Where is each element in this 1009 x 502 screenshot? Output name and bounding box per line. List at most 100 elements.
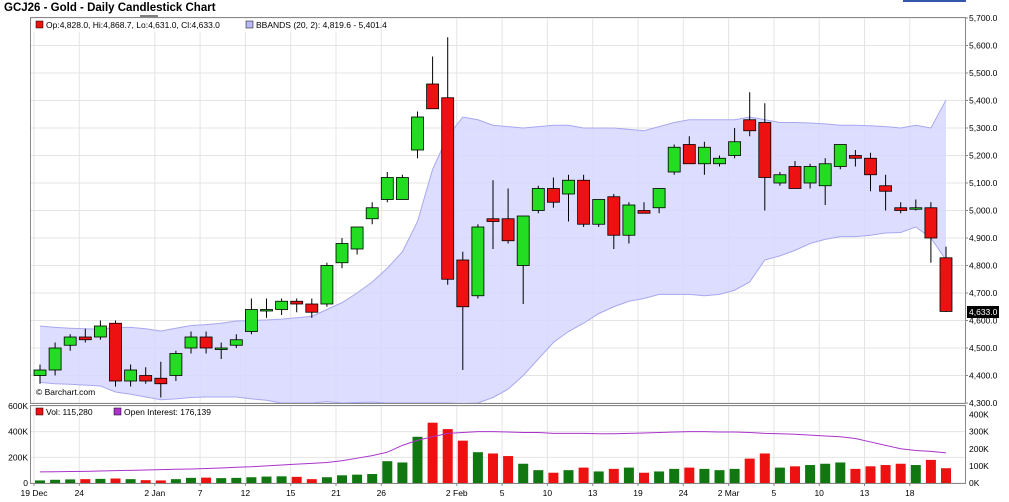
candle	[305, 298, 319, 318]
volume-bar	[699, 468, 710, 483]
date-tick-label: 12	[241, 488, 251, 498]
volume-tick-label: 600K	[8, 401, 28, 411]
volume-bar	[427, 422, 438, 483]
candle	[350, 226, 364, 255]
candle-body	[305, 303, 319, 313]
candle	[516, 215, 530, 304]
candle-body	[803, 166, 817, 184]
candle-body	[939, 257, 953, 312]
volume-bar	[65, 479, 76, 483]
volume-bar	[744, 458, 755, 483]
candle	[395, 174, 409, 200]
candle-body	[229, 339, 243, 346]
oi-swatch	[113, 407, 122, 416]
volume-bar	[578, 467, 589, 483]
chart-title: GCJ26 - Gold - Daily Candlestick Chart	[4, 2, 216, 14]
date-tick-label: 24	[679, 488, 689, 498]
volume-bar	[337, 475, 347, 483]
candle-body	[335, 243, 349, 264]
date-tick-label: 18	[905, 488, 915, 498]
candle	[260, 298, 273, 318]
price-panel-frame	[30, 17, 966, 404]
candle-body	[577, 179, 590, 225]
bbands-swatch	[245, 20, 254, 29]
bollinger-bands	[39, 99, 947, 405]
candles-layer	[33, 37, 953, 398]
date-tick-label: 2 Mar	[718, 488, 740, 498]
candle	[833, 144, 847, 170]
open-interest-line	[39, 431, 947, 473]
date-axis: 19 Dec 24 2 Jan 7 12 15 21 26 2 Feb 5 10 13 19 24 2 Ma…	[21, 483, 915, 498]
candle-body	[637, 210, 651, 214]
oi-tick-label: 100K	[969, 461, 989, 471]
candle-body	[94, 325, 107, 338]
candle-body	[607, 196, 621, 236]
candle-body	[441, 97, 455, 280]
candle	[562, 174, 575, 222]
candle	[803, 163, 817, 189]
date-tick-label: 13	[588, 488, 598, 498]
candle-body	[139, 375, 153, 382]
candle-body	[154, 377, 168, 385]
date-tick-label: 26	[377, 488, 387, 498]
candle-body	[758, 122, 772, 178]
volume-axis: 600K 400K 200K 0 400K 300K 200K 100K 0K	[8, 401, 989, 488]
candle-body	[864, 157, 877, 176]
volume-bar	[488, 453, 498, 483]
volume-bar	[457, 440, 468, 483]
candle	[577, 174, 590, 227]
volume-bar	[35, 480, 45, 483]
candle-body	[350, 226, 364, 250]
candle	[818, 158, 832, 205]
candle	[547, 177, 560, 208]
volume-tick-label: 0	[23, 478, 28, 488]
volume-bar	[231, 477, 242, 483]
volume-bar	[835, 462, 846, 483]
candle	[758, 103, 772, 211]
candle-body	[894, 207, 908, 211]
candle	[849, 150, 862, 167]
volume-bar	[880, 465, 891, 483]
date-tick-label: 5	[772, 488, 777, 498]
volume-bar	[669, 468, 680, 483]
price-tick-label: 4,500.0	[969, 343, 998, 353]
ohlc-swatch	[35, 20, 44, 29]
price-tick-label: 4,300.0	[969, 398, 998, 408]
volume-bar	[246, 477, 257, 483]
candle	[184, 331, 198, 354]
candle-body	[562, 179, 575, 195]
candle-body	[833, 144, 847, 167]
candle	[33, 364, 47, 384]
price-legend: Op:4,828.0, Hi:4,868.7, Lo:4,631.0, Cl:4…	[32, 19, 387, 32]
vol-legend: Vol: 115,280	[46, 407, 93, 417]
candle	[486, 180, 500, 249]
price-tick-label: 4,600.0	[969, 316, 998, 326]
volume-bar	[382, 461, 393, 483]
candle	[728, 128, 741, 159]
volume-bar	[518, 463, 529, 483]
candle-body	[456, 259, 470, 308]
candle	[667, 144, 681, 175]
volume-bar	[548, 472, 559, 483]
date-tick-label: 10	[814, 488, 824, 498]
candle	[531, 185, 545, 214]
volume-bar	[367, 474, 378, 483]
volume-bar	[216, 478, 227, 483]
price-tick-label: 4,900.0	[969, 233, 998, 243]
candle-body	[169, 353, 183, 376]
bbands-lower-line	[39, 226, 947, 405]
volume-legend: Vol: 115,280 Open Interest: 176,139	[35, 407, 211, 417]
candle-body	[33, 369, 47, 376]
candle	[939, 246, 953, 312]
date-tick-label: 13	[860, 488, 870, 498]
volume-bars	[35, 422, 951, 483]
volume-bar	[80, 479, 91, 483]
candle-body	[879, 185, 892, 192]
volume-bar	[50, 479, 61, 483]
volume-bar	[261, 476, 272, 483]
volume-bar	[397, 462, 408, 483]
candle	[456, 251, 470, 370]
volume-bar	[941, 468, 951, 483]
date-tick-label: 19	[633, 488, 643, 498]
volume-bar	[684, 467, 695, 483]
